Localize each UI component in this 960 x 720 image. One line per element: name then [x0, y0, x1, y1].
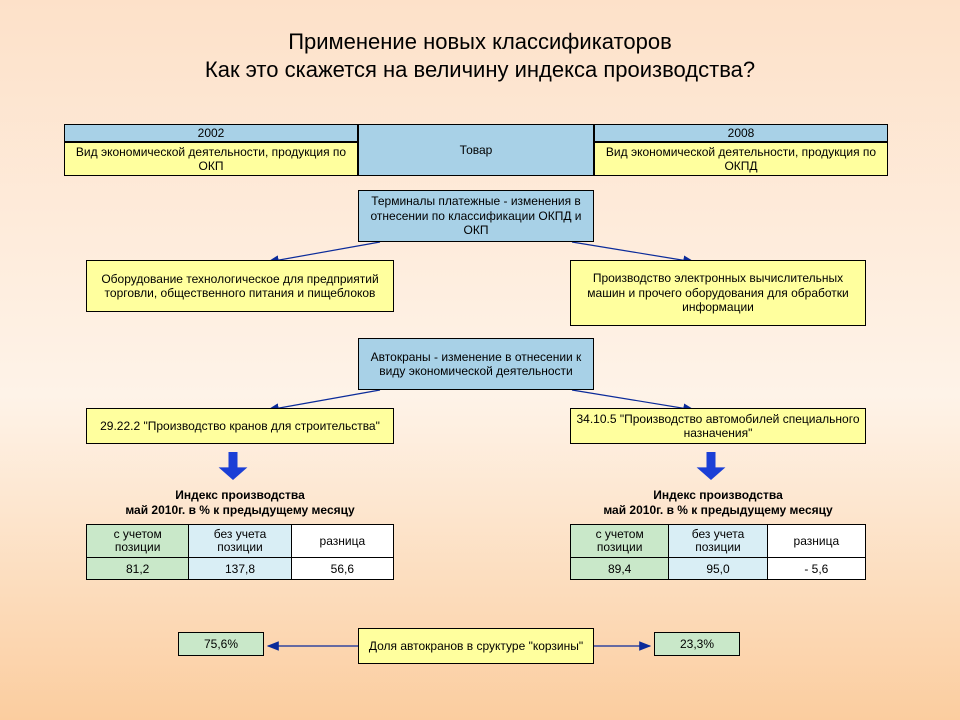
- index-caption-left-l2: май 2010г. в % к предыдущему месяцу: [125, 503, 354, 517]
- index-caption-right: Индекс производствамай 2010г. в % к пред…: [570, 488, 866, 518]
- table-right-value-0: 89,4: [571, 558, 669, 580]
- box-34-10-5-text: 34.10.5 "Производство автомобилей специа…: [575, 412, 861, 441]
- index-caption-left: Индекс производствамай 2010г. в % к пред…: [86, 488, 394, 518]
- index-caption-right-l1: Индекс производства: [653, 488, 783, 502]
- table-left-header-2: разница: [291, 525, 393, 558]
- table-left-header-1: без учета позиции: [189, 525, 291, 558]
- thin-arrow-0: [268, 242, 380, 262]
- top-middle-text: Товар: [460, 143, 493, 157]
- top-right-body-text: Вид экономической деятельности, продукци…: [599, 145, 883, 174]
- big-arrow-right: [697, 452, 726, 480]
- box-terminals: Терминалы платежные - изменения в отнесе…: [358, 190, 594, 242]
- index-caption-left-l1: Индекс производства: [175, 488, 305, 502]
- title-line2: Как это скажется на величину индекса про…: [205, 57, 755, 82]
- table-right-header-2: разница: [767, 525, 865, 558]
- table-right-value-1: 95,0: [669, 558, 767, 580]
- thin-arrow-1: [572, 242, 694, 262]
- top-right-header: 2008: [594, 124, 888, 142]
- pct-right: 23,3%: [654, 632, 740, 656]
- box-basket-share: Доля автокранов в сруктуре "корзины": [358, 628, 594, 664]
- table-left-value-0: 81,2: [87, 558, 189, 580]
- box-autocranes-text: Автокраны - изменение в отнесении к виду…: [363, 350, 589, 379]
- top-left-header: 2002: [64, 124, 358, 142]
- index-table-left: с учетом позициибез учета позицииразница…: [86, 524, 394, 580]
- table-left-header-0: с учетом позиции: [87, 525, 189, 558]
- table-left-value-1: 137,8: [189, 558, 291, 580]
- box-terminals-text: Терминалы платежные - изменения в отнесе…: [363, 194, 589, 237]
- thin-arrow-2: [268, 390, 380, 410]
- box-29-22-2: 29.22.2 "Производство кранов для строите…: [86, 408, 394, 444]
- title-line1: Применение новых классификаторов: [288, 29, 672, 54]
- index-caption-right-l2: май 2010г. в % к предыдущему месяцу: [603, 503, 832, 517]
- box-equipment-trade-text: Оборудование технологическое для предпри…: [91, 272, 389, 301]
- top-left-body: Вид экономической деятельности, продукци…: [64, 142, 358, 176]
- index-table-right: с учетом позициибез учета позицииразница…: [570, 524, 866, 580]
- top-left-header-text: 2002: [198, 126, 225, 140]
- box-autocranes: Автокраны - изменение в отнесении к виду…: [358, 338, 594, 390]
- pct-left: 75,6%: [178, 632, 264, 656]
- box-computing-machines-text: Производство электронных вычислительных …: [575, 271, 861, 314]
- table-left-value-2: 56,6: [291, 558, 393, 580]
- box-equipment-trade: Оборудование технологическое для предпри…: [86, 260, 394, 312]
- pct-right-text: 23,3%: [680, 637, 714, 651]
- pct-left-text: 75,6%: [204, 637, 238, 651]
- box-basket-share-text: Доля автокранов в сруктуре "корзины": [369, 639, 583, 653]
- big-arrow-left: [219, 452, 248, 480]
- page-title: Применение новых классификаторов Как это…: [0, 28, 960, 83]
- box-computing-machines: Производство электронных вычислительных …: [570, 260, 866, 326]
- top-right-body: Вид экономической деятельности, продукци…: [594, 142, 888, 176]
- thin-arrow-3: [572, 390, 694, 410]
- top-middle: Товар: [358, 124, 594, 176]
- table-right-value-2: - 5,6: [767, 558, 865, 580]
- table-right-header-1: без учета позиции: [669, 525, 767, 558]
- box-29-22-2-text: 29.22.2 "Производство кранов для строите…: [100, 419, 380, 433]
- top-left-body-text: Вид экономической деятельности, продукци…: [69, 145, 353, 174]
- top-right-header-text: 2008: [728, 126, 755, 140]
- box-34-10-5: 34.10.5 "Производство автомобилей специа…: [570, 408, 866, 444]
- table-right-header-0: с учетом позиции: [571, 525, 669, 558]
